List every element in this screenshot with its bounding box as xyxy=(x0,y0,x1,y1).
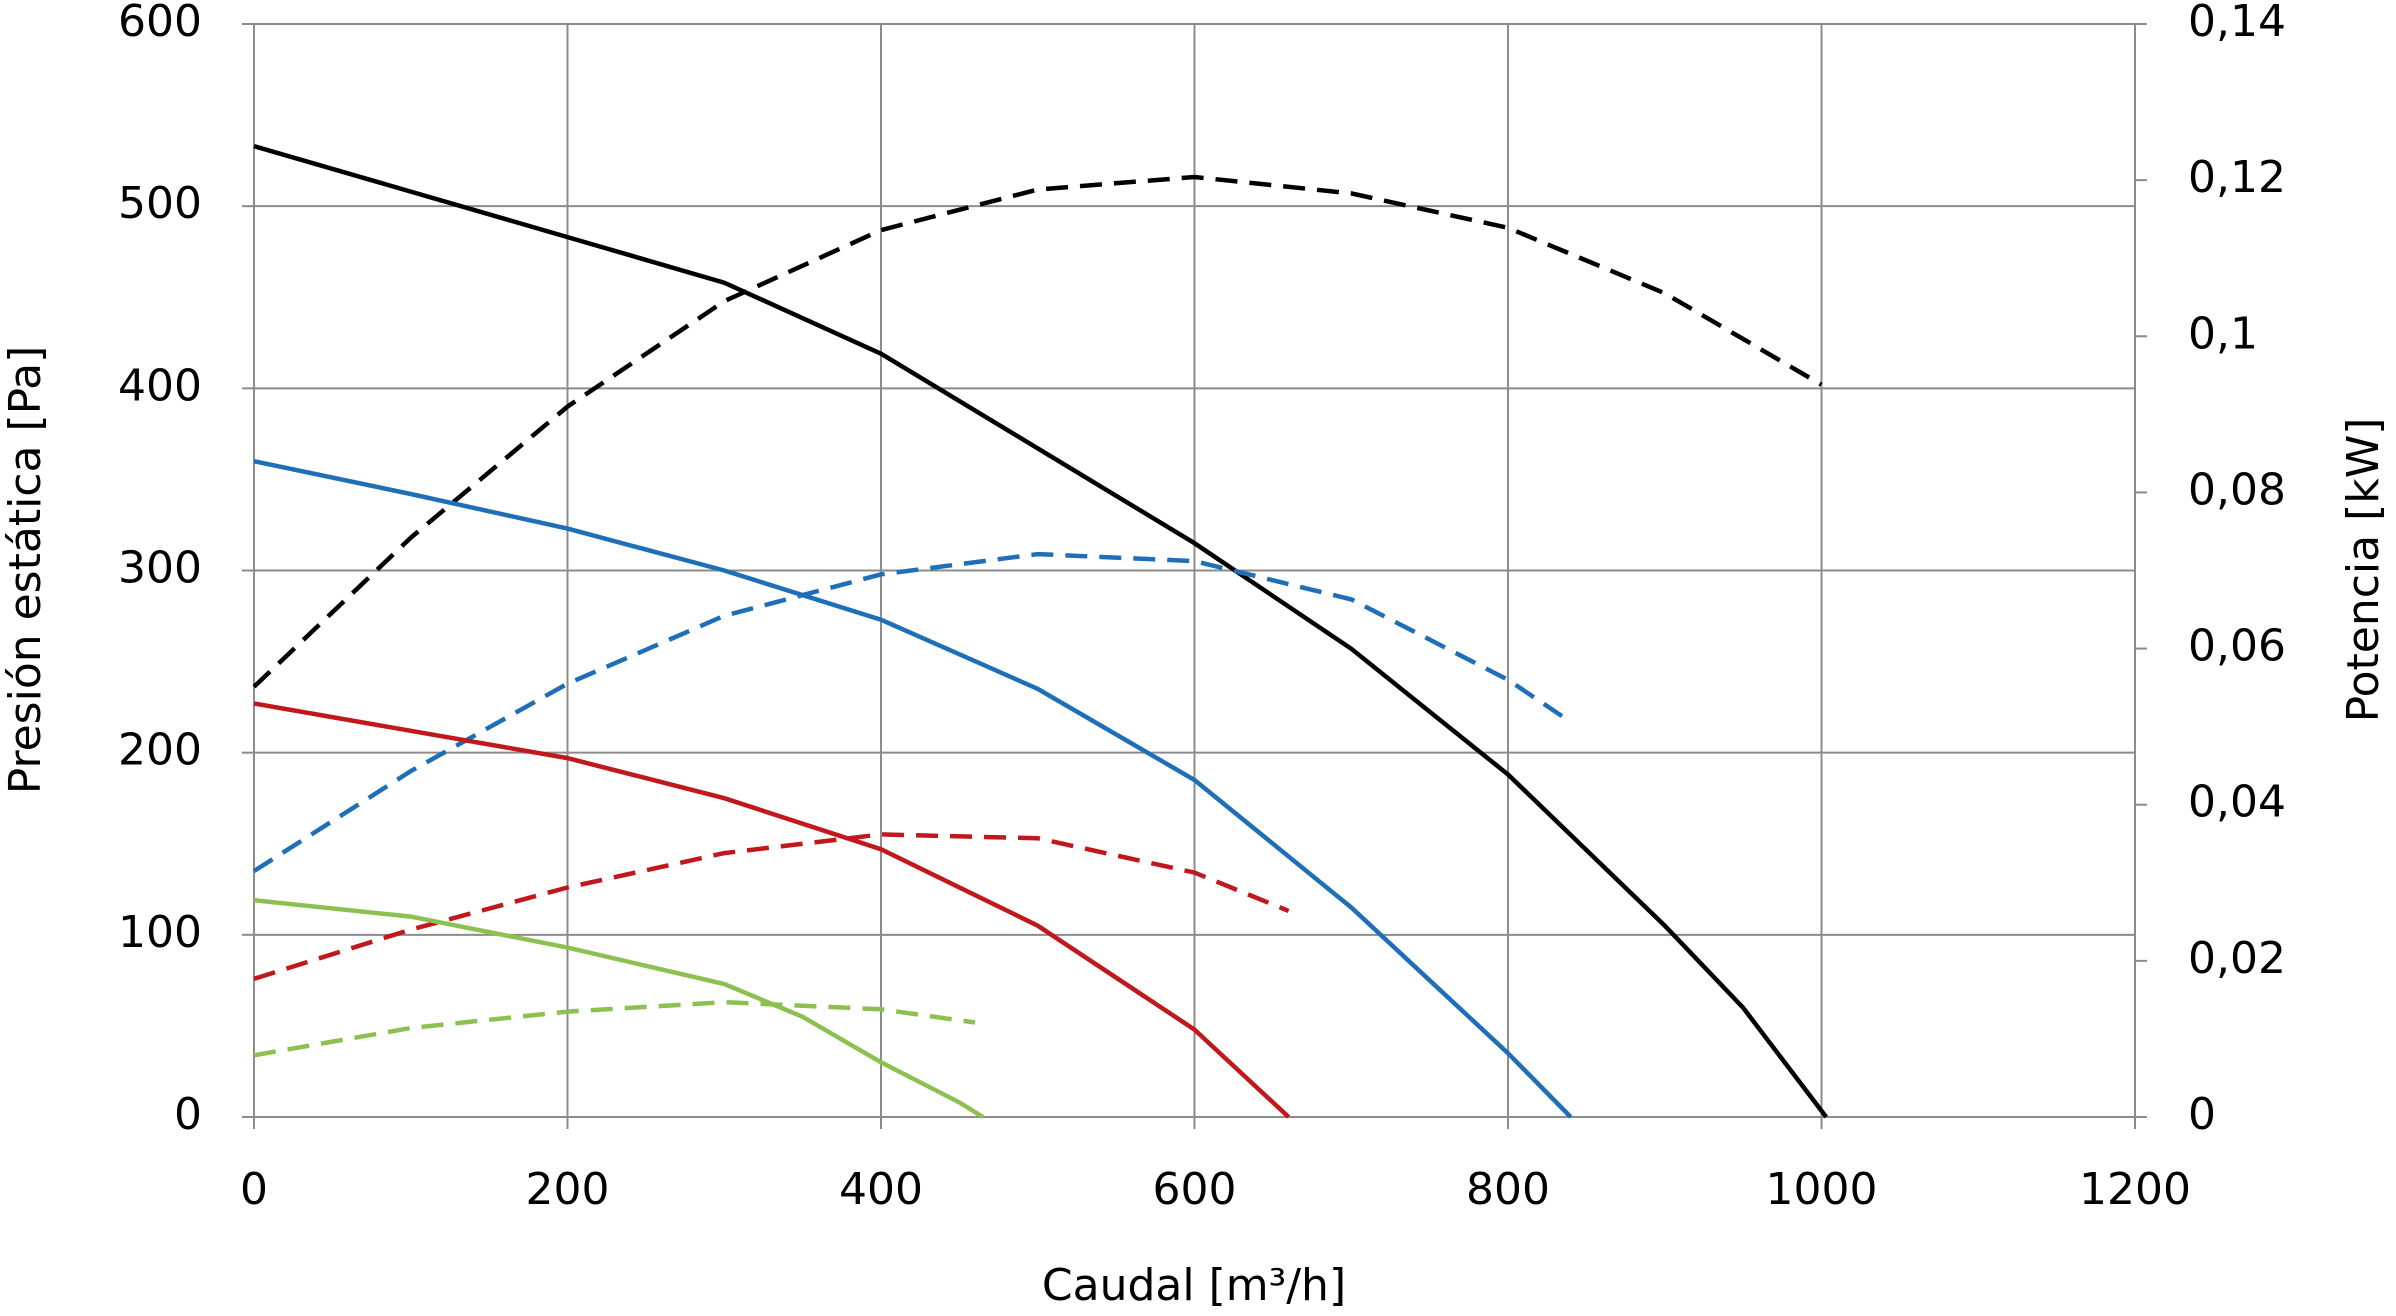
y-tick-label: 100 xyxy=(118,907,202,958)
x-tick-label: 1000 xyxy=(1766,1164,1878,1215)
power-line xyxy=(253,832,1290,981)
y-tick-label: 400 xyxy=(118,360,202,411)
y-tick-label: 200 xyxy=(118,725,202,776)
x-tick-label: 200 xyxy=(526,1164,610,1215)
y-tick-label: 500 xyxy=(118,178,202,229)
y2-tick-label: 0,02 xyxy=(2188,933,2286,984)
y2-tick-label: 0,1 xyxy=(2188,308,2258,359)
x-axis-title: Caudal [m³/h] xyxy=(1042,1260,1346,1311)
pressure-line xyxy=(253,458,1573,1119)
power-line xyxy=(253,999,976,1058)
y2-axis-title: Potencia [kW] xyxy=(2338,418,2389,723)
y2-tick-label: 0,14 xyxy=(2188,0,2286,47)
x-tick-label: 400 xyxy=(839,1164,923,1215)
y2-tick-label: 0,12 xyxy=(2188,152,2286,203)
x-tick-label: 600 xyxy=(1153,1164,1237,1215)
y-tick-label: 0 xyxy=(174,1089,202,1140)
power-line xyxy=(252,174,1823,689)
pressure-line xyxy=(253,897,985,1119)
y-tick-label: 600 xyxy=(118,0,202,47)
power-line xyxy=(252,551,1572,873)
x-tick-label: 800 xyxy=(1466,1164,1550,1215)
y-axis-title: Presión estática [Pa] xyxy=(0,346,51,795)
y2-tick-label: 0,08 xyxy=(2188,464,2286,515)
y2-tick-label: 0,06 xyxy=(2188,621,2286,672)
plot-frame xyxy=(253,23,2136,1118)
pressure-line xyxy=(253,701,1291,1119)
x-tick-label: 1200 xyxy=(2079,1164,2191,1215)
y-tick-label: 300 xyxy=(118,543,202,594)
y2-tick-label: 0,04 xyxy=(2188,777,2286,828)
x-tick-label: 0 xyxy=(240,1164,268,1215)
y2-tick-label: 0 xyxy=(2188,1089,2216,1140)
pressure-line xyxy=(253,143,1828,1119)
